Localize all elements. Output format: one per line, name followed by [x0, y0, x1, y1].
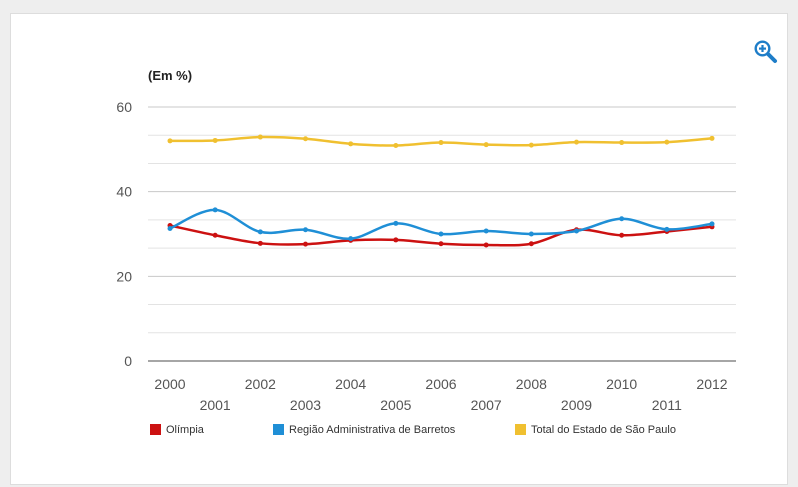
- x-tick-label: 2010: [606, 376, 637, 392]
- data-point[interactable]: [528, 231, 534, 237]
- data-point[interactable]: [664, 139, 670, 145]
- data-point[interactable]: [664, 226, 670, 232]
- data-point[interactable]: [438, 140, 444, 146]
- data-point[interactable]: [528, 241, 534, 247]
- data-point[interactable]: [483, 242, 489, 248]
- x-tick-labels: 2000 2001 2002 2003 2004 2005 2006 2007 2008 2009…: [154, 376, 727, 413]
- x-tick-label: 2012: [696, 376, 727, 392]
- series-group: [167, 134, 715, 248]
- y-tick-label: 20: [116, 268, 132, 284]
- x-tick-label: 2003: [290, 397, 321, 413]
- data-point[interactable]: [348, 236, 354, 242]
- data-point[interactable]: [574, 139, 579, 145]
- x-tick-label: 2000: [154, 376, 185, 392]
- chart-panel: [10, 13, 788, 485]
- x-tick-label: 2004: [335, 376, 366, 392]
- y-tick-label: 40: [116, 184, 132, 200]
- y-tick-label: 0: [124, 353, 132, 369]
- legend-label[interactable]: Região Administrativa de Barretos: [289, 424, 456, 436]
- data-point[interactable]: [619, 232, 625, 238]
- data-point[interactable]: [303, 241, 308, 247]
- data-point[interactable]: [257, 134, 263, 140]
- data-point[interactable]: [619, 140, 625, 146]
- data-point[interactable]: [528, 142, 534, 148]
- data-point[interactable]: [483, 142, 489, 148]
- x-tick-label: 2009: [561, 397, 592, 413]
- x-tick-label: 2001: [200, 397, 231, 413]
- data-point[interactable]: [483, 228, 489, 234]
- data-point[interactable]: [393, 220, 399, 226]
- y-tick-label: 60: [116, 99, 132, 115]
- data-point[interactable]: [438, 231, 444, 237]
- data-point[interactable]: [393, 143, 399, 149]
- data-point[interactable]: [257, 229, 263, 235]
- legend-swatch: [273, 424, 284, 435]
- zoom-in-icon[interactable]: [752, 38, 778, 64]
- legend: Olímpia Região Administrativa de Barretos…: [150, 424, 676, 436]
- data-point[interactable]: [303, 136, 308, 142]
- legend-swatch: [150, 424, 161, 435]
- y-unit-label: (Em %): [148, 68, 192, 83]
- x-tick-label: 2008: [516, 376, 547, 392]
- x-tick-label: 2005: [380, 397, 411, 413]
- data-point[interactable]: [574, 228, 579, 234]
- legend-label[interactable]: Total do Estado de São Paulo: [531, 424, 676, 436]
- data-point[interactable]: [212, 137, 218, 143]
- x-tick-label: 2007: [471, 397, 502, 413]
- x-tick-label: 2002: [245, 376, 276, 392]
- data-point[interactable]: [393, 237, 399, 243]
- data-point[interactable]: [167, 225, 173, 231]
- data-point[interactable]: [212, 232, 218, 238]
- data-point[interactable]: [438, 241, 444, 247]
- series-2: [167, 134, 715, 149]
- x-tick-label: 2011: [652, 397, 682, 413]
- data-point[interactable]: [709, 221, 715, 227]
- legend-label[interactable]: Olímpia: [166, 424, 205, 436]
- data-point[interactable]: [303, 227, 308, 233]
- data-point[interactable]: [212, 207, 218, 213]
- data-point[interactable]: [348, 141, 354, 147]
- y-tick-labels: 0 20 40 60: [116, 99, 132, 369]
- legend-swatch: [515, 424, 526, 435]
- grid-lines: [148, 106, 736, 362]
- data-point[interactable]: [257, 240, 263, 246]
- data-point[interactable]: [709, 135, 715, 141]
- data-point[interactable]: [619, 216, 625, 222]
- data-point[interactable]: [167, 138, 173, 144]
- x-tick-label: 2006: [425, 376, 456, 392]
- series-1: [167, 207, 715, 242]
